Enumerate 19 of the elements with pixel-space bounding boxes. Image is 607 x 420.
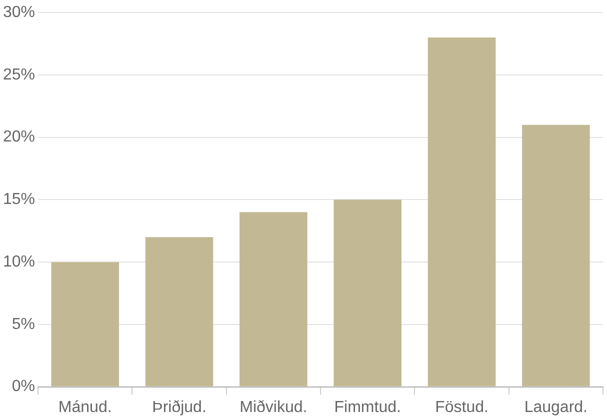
x-tick-label: Fimmtud. <box>334 398 401 416</box>
x-tick-label: Miðvikud. <box>240 398 308 416</box>
y-tick-label: 25% <box>2 66 36 84</box>
y-tick-label: 5% <box>12 316 36 333</box>
x-tick-label: Þriðjud. <box>152 398 206 416</box>
x-tick-label: Föstud. <box>435 398 488 416</box>
y-tick-label: 20% <box>2 128 36 146</box>
bar <box>428 38 496 386</box>
y-tick-label: 30% <box>2 4 36 22</box>
y-tick-label: 0% <box>12 378 36 396</box>
bar <box>334 200 402 386</box>
bar <box>51 262 120 386</box>
x-tick-label: Mánud. <box>58 398 112 416</box>
bar <box>240 212 308 386</box>
bar <box>522 124 590 386</box>
y-tick-label: 10% <box>2 253 36 270</box>
y-tick-label: 15% <box>2 191 36 208</box>
x-tick-label: Laugard. <box>524 398 588 416</box>
bar <box>145 237 214 386</box>
